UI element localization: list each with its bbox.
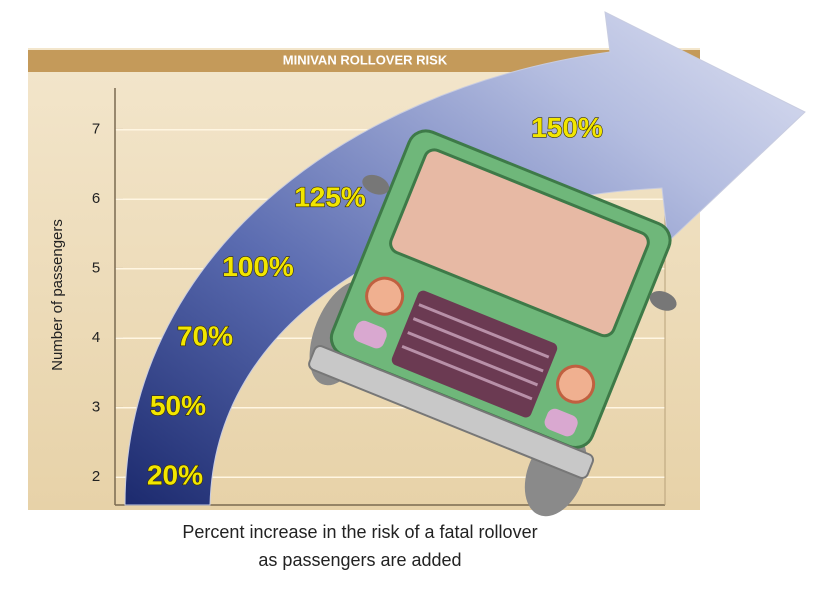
- caption-line: Percent increase in the risk of a fatal …: [182, 522, 537, 542]
- y-tick-label: 4: [92, 329, 100, 346]
- value-label: 70%: [177, 321, 233, 352]
- y-tick-label: 7: [92, 121, 100, 138]
- value-label: 20%: [147, 460, 203, 491]
- y-axis-label: Number of passengers: [49, 219, 66, 371]
- y-tick-label: 2: [92, 468, 100, 485]
- value-label: 50%: [150, 390, 206, 421]
- caption-line: as passengers are added: [258, 550, 461, 570]
- y-tick-label: 3: [92, 399, 100, 416]
- y-tick-label: 6: [92, 190, 100, 207]
- chart-title: MINIVAN ROLLOVER RISK: [283, 52, 448, 67]
- value-label: 100%: [222, 251, 294, 282]
- chart: MINIVAN ROLLOVER RISK 2 3 4 5 6 7 Number of p…: [0, 0, 813, 592]
- y-tick-label: 5: [92, 260, 100, 277]
- value-label: 125%: [294, 182, 366, 213]
- value-label: 150%: [531, 112, 603, 143]
